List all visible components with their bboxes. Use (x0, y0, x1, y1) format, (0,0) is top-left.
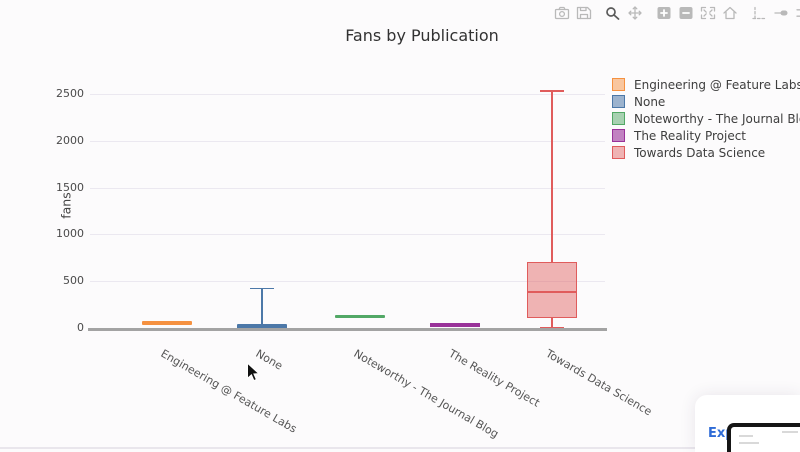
zoom-out-icon (679, 6, 693, 19)
reset-axes-button[interactable] (720, 4, 740, 21)
modebar-group-zoomscale (654, 4, 740, 21)
laptop-screen-line (739, 435, 753, 437)
box-plot-trace[interactable] (333, 60, 387, 330)
autoscale-button[interactable] (698, 4, 718, 21)
legend-label: The Reality Project (634, 128, 747, 143)
plot-area (90, 60, 605, 330)
y-tick-label: 1000 (56, 227, 84, 241)
whisker-cap (250, 287, 274, 290)
save-button[interactable] (574, 4, 594, 21)
hover-compare-icon (796, 8, 800, 17)
x-axis-line (88, 328, 607, 331)
camera-icon (554, 6, 570, 19)
legend-swatch (612, 78, 625, 91)
modebar-group-dragmode (603, 4, 645, 21)
autoscale-icon (700, 6, 716, 19)
median-line (430, 324, 480, 327)
x-tick-label: The Reality Project (446, 347, 542, 410)
bottom-divider (0, 447, 800, 449)
save-icon (576, 6, 592, 19)
legend-label: Noteworthy - The Journal Blog (634, 111, 800, 126)
zoom-in-button[interactable] (654, 4, 674, 21)
y-tick-label: 2500 (56, 87, 84, 100)
pan-mode-button[interactable] (625, 4, 645, 21)
toggle-spikelines-button[interactable] (749, 4, 769, 21)
y-tick-label: 1500 (56, 180, 84, 194)
magnifier-icon (606, 6, 620, 20)
y-tick-label: 0 (77, 321, 84, 334)
legend-label: Towards Data Science (634, 145, 766, 160)
box-body (237, 324, 287, 329)
box-plot-trace[interactable] (525, 60, 579, 330)
modebar-group-hover (749, 4, 800, 21)
legend-swatch (612, 112, 625, 125)
zoom-out-button[interactable] (676, 4, 696, 21)
legend-item[interactable]: Noteworthy - The Journal Blog (612, 110, 800, 127)
gridline (90, 281, 605, 283)
whisker-cap (540, 327, 564, 329)
legend-item[interactable]: The Reality Project (612, 127, 800, 144)
legend-swatch (612, 146, 625, 159)
zoom-mode-button[interactable] (603, 4, 623, 21)
legend-label: None (634, 94, 666, 109)
whisker-line (261, 287, 263, 326)
gridline (90, 94, 605, 95)
whisker-line (551, 90, 553, 263)
gridline (90, 234, 605, 236)
mouse-cursor (246, 362, 260, 382)
legend-item[interactable]: None (612, 93, 800, 110)
legend-item[interactable]: Engineering @ Feature Labs (612, 76, 800, 93)
hover-closest-button[interactable] (771, 4, 791, 21)
gridline (90, 140, 605, 142)
laptop-screen-line (739, 442, 759, 444)
box-body (527, 262, 577, 318)
plotly-modebar (552, 4, 800, 21)
x-tick-label: Towards Data Science (543, 347, 655, 419)
box-plot-trace[interactable] (428, 60, 482, 330)
legend-swatch (612, 129, 625, 142)
legend-label: Engineering @ Feature Labs (634, 77, 800, 92)
laptop-thumbnail[interactable] (727, 423, 800, 452)
home-icon (723, 6, 737, 19)
modebar-group-export (552, 4, 594, 21)
legend: Engineering @ Feature Labs None Noteworthy… (612, 76, 800, 161)
box-plot-trace[interactable] (140, 60, 194, 330)
box-plot-trace[interactable] (235, 60, 289, 330)
y-tick-label: 500 (63, 274, 84, 288)
spikelines-icon (752, 6, 766, 19)
whisker-cap (540, 90, 564, 92)
whisker-line (551, 317, 553, 328)
pan-icon (628, 5, 642, 20)
box-body (335, 315, 385, 319)
download-plot-button[interactable] (552, 4, 572, 21)
box-body (142, 320, 192, 325)
y-tick-label: 2000 (56, 133, 84, 147)
hover-closest-icon (774, 10, 788, 15)
legend-swatch (612, 95, 625, 108)
gridline (90, 187, 605, 189)
legend-item[interactable]: Towards Data Science (612, 144, 800, 161)
median-line (527, 291, 577, 294)
zoom-in-icon (657, 6, 671, 19)
chart-title: Fans by Publication (345, 26, 499, 45)
laptop-screen-line (782, 431, 798, 433)
hover-compare-button[interactable] (793, 4, 800, 21)
